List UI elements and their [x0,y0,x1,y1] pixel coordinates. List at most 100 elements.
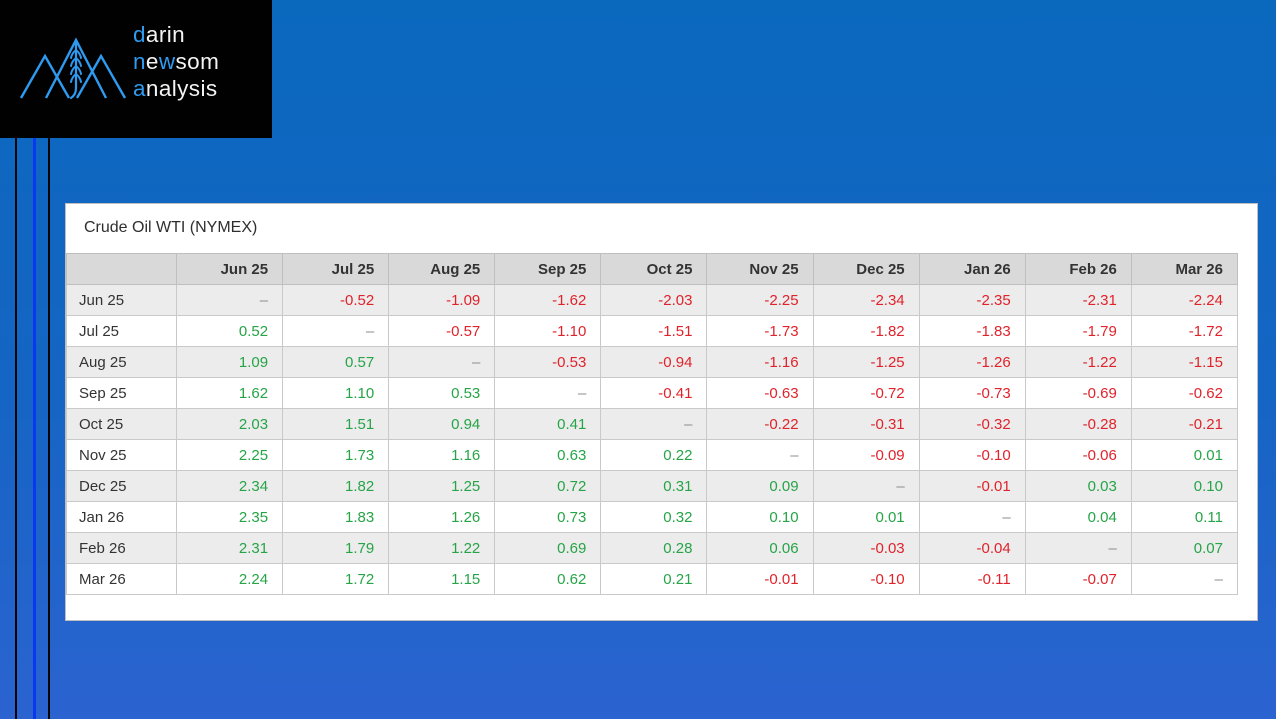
spread-cell: 0.21 [600,563,708,595]
spread-cell: 0.32 [600,501,708,533]
spread-cell: 0.04 [1024,501,1132,533]
spread-cell: -0.57 [388,315,496,347]
spread-cell: -0.09 [812,439,920,471]
quote-board-title: Crude Oil WTI (NYMEX) [84,219,258,236]
table-row: Mar 26 2.24 1.72 1.15 0.62 0.21 -0.01 -0.10 -0.1… [66,563,1239,595]
spread-cell: 0.57 [282,346,390,378]
spread-cell: 0.69 [494,532,602,564]
table-row: Nov 25 2.25 1.73 1.16 0.63 0.22– -0.09 -0.10 -0.… [66,439,1239,471]
spread-cell: – [812,470,920,502]
spread-cell: 1.62 [175,377,284,409]
column-header: Feb 26 [1024,253,1132,285]
row-label: Jul 25 [66,315,177,347]
spread-cell: -0.07 [1024,563,1132,595]
spread-cell: – [494,377,602,409]
spread-cell: -0.10 [918,439,1026,471]
spread-cell: -1.79 [1024,315,1132,347]
row-label: Aug 25 [66,346,177,378]
logo-line-2: newsom [133,49,220,74]
spread-cell: 1.15 [388,563,496,595]
spread-cell: -0.28 [1024,408,1132,440]
spread-cell: 0.11 [1130,501,1239,533]
column-header: Jul 25 [282,253,390,285]
row-label: Feb 26 [66,532,177,564]
spread-cell: -0.03 [812,532,920,564]
column-header: Sep 25 [494,253,602,285]
spread-cell: 0.28 [600,532,708,564]
spread-cell: – [175,284,284,316]
row-label: Nov 25 [66,439,177,471]
spread-cell: 0.01 [812,501,920,533]
spread-cell: -0.10 [812,563,920,595]
spread-cell: 1.22 [388,532,496,564]
table-row: Sep 25 1.62 1.10 0.53– -0.41 -0.63 -0.72 -0.73-… [66,377,1239,409]
row-label: Oct 25 [66,408,177,440]
spread-cell: 0.31 [600,470,708,502]
spread-cell: -2.03 [600,284,708,316]
spread-cell: -0.32 [918,408,1026,440]
spread-cell: 0.52 [175,315,284,347]
spread-cell: 0.62 [494,563,602,595]
spread-cell: 0.73 [494,501,602,533]
table-row: Jun 25– -0.52 -1.09 -1.62 -2.03 -2.25 -2.34 -2.… [66,284,1239,316]
spread-cell: -0.22 [706,408,814,440]
spread-cell: – [1024,532,1132,564]
row-label: Jun 25 [66,284,177,316]
vertical-stripe-black-right [47,138,51,719]
spread-cell: 0.09 [706,470,814,502]
spread-cell: 2.25 [175,439,284,471]
quote-board-panel: Crude Oil WTI (NYMEX) Jun 25 Jul 25 Aug 25… [65,203,1258,621]
spread-matrix-table: Jun 25 Jul 25 Aug 25 Sep 25 Oct 25 Nov 25 Dec … [66,253,1239,595]
spread-cell: -2.34 [812,284,920,316]
spread-cell: – [918,501,1026,533]
vertical-stripe-black-left [14,138,18,719]
table-row: Jan 26 2.35 1.83 1.26 0.73 0.32 0.10 0.01–0.04 0… [66,501,1239,533]
spread-cell: -1.09 [388,284,496,316]
spread-cell: 0.22 [600,439,708,471]
column-header: Oct 25 [600,253,708,285]
spread-cell: – [388,346,496,378]
table-row: Dec 25 2.34 1.82 1.25 0.72 0.31 0.09– -0.01 0.03… [66,470,1239,502]
vertical-stripe-blue [33,138,36,719]
spread-cell: 1.72 [282,563,390,595]
logo-line-1: darin [133,22,186,47]
spread-cell: -1.72 [1130,315,1239,347]
spread-table-body: Jun 25– -0.52 -1.09 -1.62 -2.03 -2.25 -2.34 -2.… [66,284,1239,595]
spread-cell: -2.35 [918,284,1026,316]
spread-cell: 0.01 [1130,439,1239,471]
spread-cell: 1.16 [388,439,496,471]
spread-cell: 0.07 [1130,532,1239,564]
spread-cell: 1.51 [282,408,390,440]
logo: darin newsom analysis [0,0,272,138]
row-label: Mar 26 [66,563,177,595]
spread-cell: -0.69 [1024,377,1132,409]
spread-table-head: Jun 25 Jul 25 Aug 25 Sep 25 Oct 25 Nov 25 Dec … [66,253,1239,285]
table-row: Jul 25 0.52– -0.57 -1.10 -1.51 -1.73 -1.82 -1.8… [66,315,1239,347]
spread-cell: -0.41 [600,377,708,409]
spread-cell: -2.25 [706,284,814,316]
column-header: Nov 25 [706,253,814,285]
spread-cell: -1.83 [918,315,1026,347]
spread-cell: 0.10 [1130,470,1239,502]
row-label: Sep 25 [66,377,177,409]
spread-cell: 1.83 [282,501,390,533]
spread-cell: 1.10 [282,377,390,409]
column-header: Jun 25 [175,253,284,285]
column-header: Mar 26 [1130,253,1239,285]
spread-cell: 0.53 [388,377,496,409]
column-header: Jan 26 [918,253,1026,285]
spread-cell: 2.35 [175,501,284,533]
spread-cell: 2.03 [175,408,284,440]
spread-cell: -0.62 [1130,377,1239,409]
spread-cell: -0.63 [706,377,814,409]
spread-cell: -1.22 [1024,346,1132,378]
spread-cell: 2.34 [175,470,284,502]
spread-cell: 2.24 [175,563,284,595]
logo-wordmark: darin newsom analysis [133,21,219,102]
corner-cell [66,253,177,285]
row-label: Jan 26 [66,501,177,533]
spread-cell: -1.82 [812,315,920,347]
mountains-wheat-icon [19,37,127,100]
spread-cell: -1.25 [812,346,920,378]
